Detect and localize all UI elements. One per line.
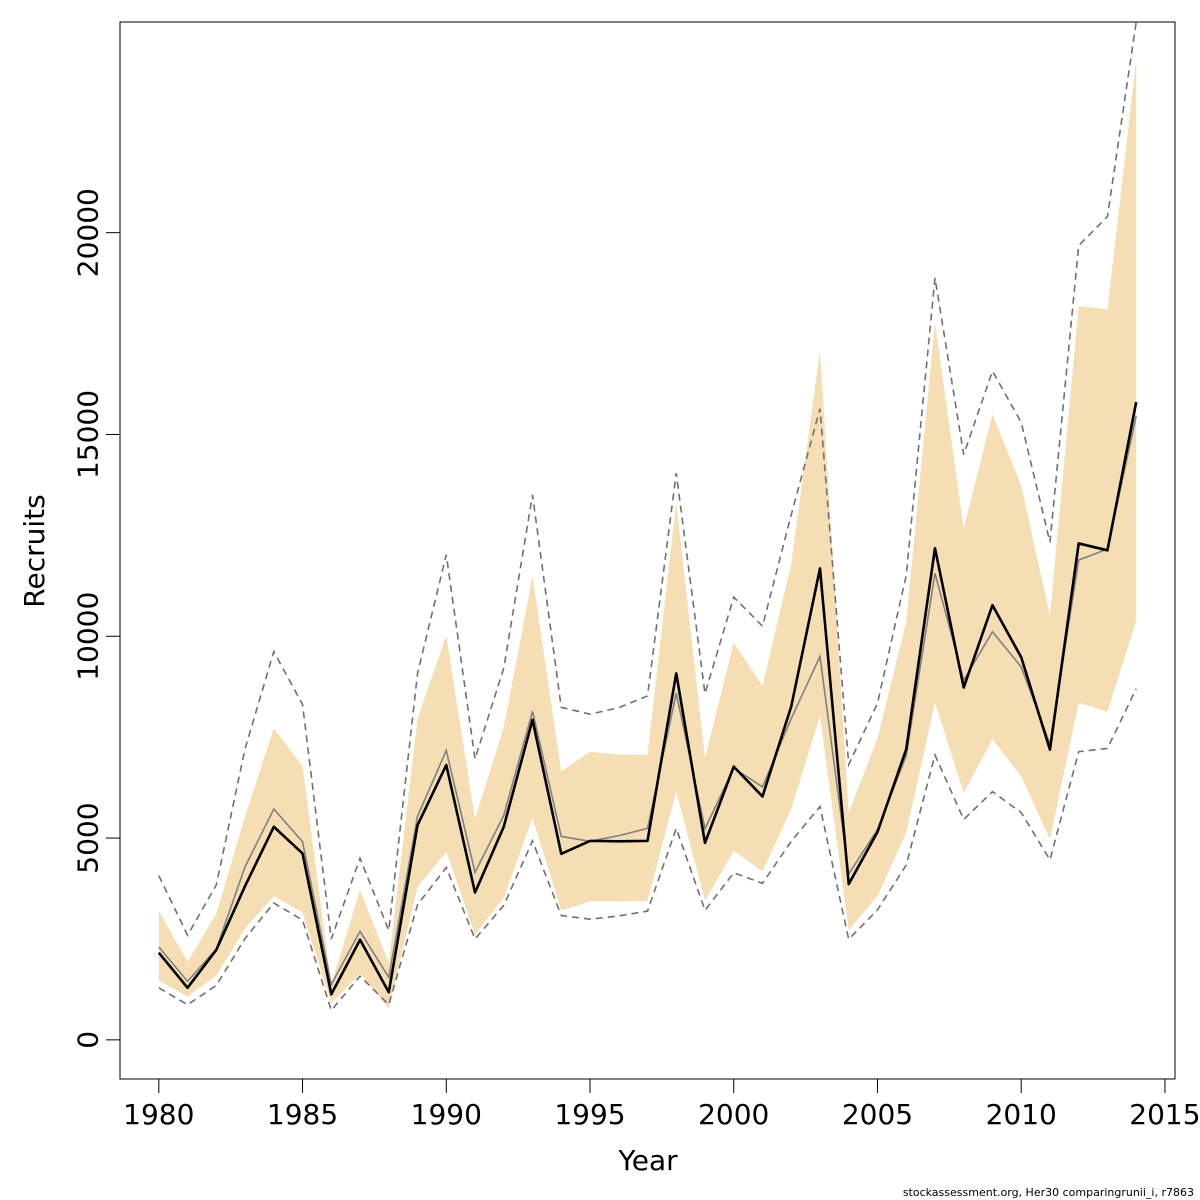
x-tick-label: 2005 — [842, 1098, 913, 1131]
confidence-band-layer — [158, 59, 1137, 1009]
x-axis-title: Year — [617, 1144, 678, 1177]
series-lines-layer — [157, 21, 1138, 1013]
y-tick-label: 15000 — [72, 390, 105, 479]
x-tick-label: 1980 — [123, 1098, 194, 1131]
x-axis: 1980 1985 1990 1995 2000 2005 2010 2015 — [123, 1078, 1200, 1131]
y-axis-title: Recruits — [18, 494, 51, 607]
x-tick-label: 1995 — [554, 1098, 625, 1131]
confidence-band — [158, 59, 1137, 1009]
x-tick-label: 1985 — [267, 1098, 338, 1131]
y-tick-label: 20000 — [72, 188, 105, 277]
x-tick-label: 1990 — [411, 1098, 482, 1131]
comparison-estimate-line — [158, 415, 1137, 987]
y-axis: 0 5000 10000 15000 20000 — [72, 188, 121, 1049]
main-estimate-line — [157, 401, 1138, 996]
comparison-upper-bound-line — [158, 21, 1137, 940]
comparison-lower-bound-line — [158, 688, 1137, 1013]
y-tick-label: 10000 — [72, 592, 105, 681]
y-tick-label: 5000 — [72, 802, 105, 873]
y-tick-label: 0 — [72, 1031, 105, 1049]
x-tick-label: 2010 — [986, 1098, 1057, 1131]
footer-caption: stockassessment.org, Her30 comparingruni… — [903, 1186, 1194, 1199]
x-tick-label: 2000 — [698, 1098, 769, 1131]
x-tick-label: 2015 — [1129, 1098, 1200, 1131]
